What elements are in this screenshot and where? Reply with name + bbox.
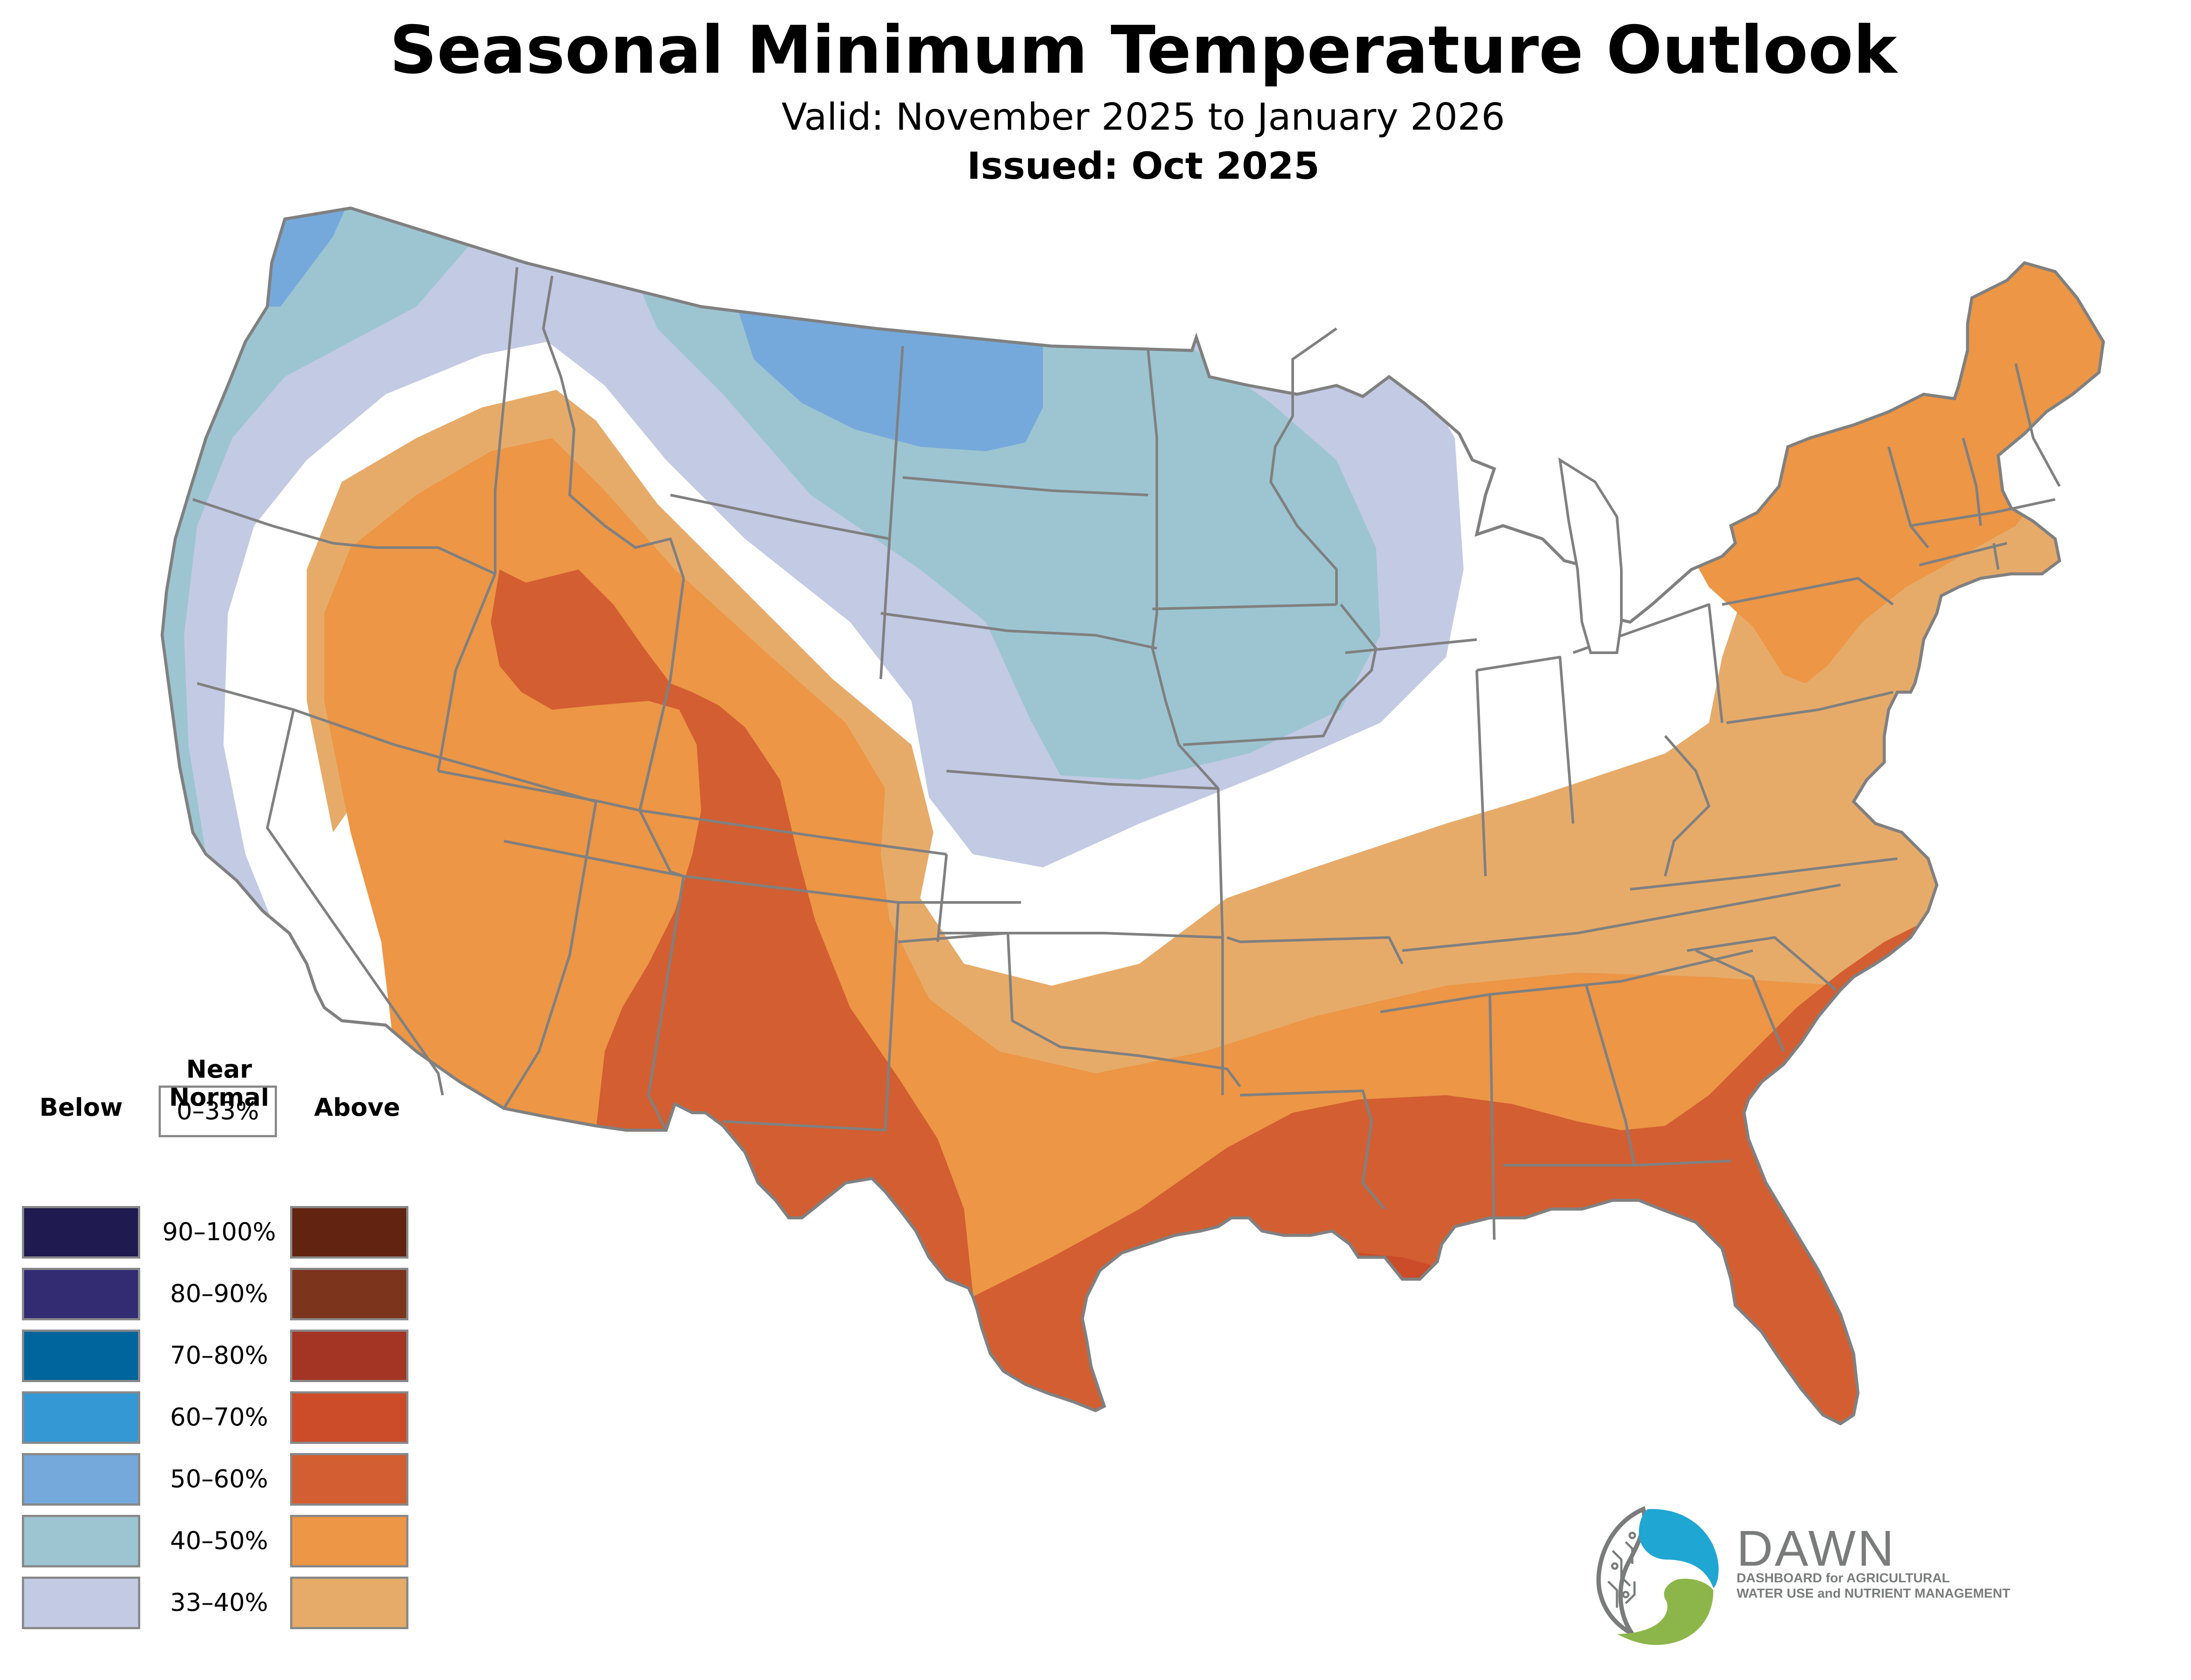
boundary-ar-la-ms xyxy=(1240,1089,1386,1210)
boundary-mn-wi xyxy=(1269,327,1338,605)
region-above-40-50-northeast xyxy=(1687,219,2103,683)
legend-swatch-above xyxy=(290,1206,408,1259)
boundary-pa-ny xyxy=(1722,577,1894,606)
boundary-in-oh xyxy=(1476,656,1574,824)
region-below-50-60-wa xyxy=(263,208,351,307)
boundary-mn-nd-sd-ia xyxy=(1147,350,1224,1095)
legend: Near Normal Below Above xyxy=(0,1051,438,1665)
boundary-tn-ms-al-ga xyxy=(1380,949,1753,1013)
boundary-nv-ut-az xyxy=(503,801,597,1109)
legend-swatch-above xyxy=(290,1515,408,1567)
legend-near-normal-heading-word: Near xyxy=(186,1055,252,1084)
map-title: Seasonal Minimum Temperature Outlook xyxy=(390,12,1897,88)
boundary-az-nm xyxy=(647,876,685,1131)
legend-range-label: 80–90% xyxy=(170,1280,268,1308)
valid-period: Valid: November 2025 to January 2026 xyxy=(781,95,1505,139)
legend-swatch-below xyxy=(22,1330,140,1382)
boundary-mo-ar xyxy=(1227,936,1404,965)
boundary-ne-ks xyxy=(946,770,1219,790)
logo-circuit-lines xyxy=(1607,1531,1636,1608)
boundary-ms-al xyxy=(1489,994,1496,1240)
dawn-logo xyxy=(1596,1506,1719,1645)
logo-tagline-line2: WATER USE and NUTRIENT MANAGEMENT xyxy=(1737,1586,2010,1601)
legend-range-label: 33–40% xyxy=(170,1588,268,1617)
legend-range-label: 90–100% xyxy=(162,1218,276,1246)
legend-swatch-below xyxy=(22,1391,140,1444)
legend-swatch-above xyxy=(290,1330,408,1382)
legend-swatch-above xyxy=(290,1453,408,1506)
legend-near-normal-swatch: 0–33% xyxy=(159,1086,277,1137)
boundary-co-ks xyxy=(936,854,948,942)
boundary-sd-ne xyxy=(880,612,1157,650)
boundary-mt-nd-sd xyxy=(879,346,904,679)
boundary-ca-nv xyxy=(266,709,444,1096)
legend-near-normal-heading-word: Normal xyxy=(169,1083,269,1112)
boundary-wy-co xyxy=(639,809,947,856)
boundary-or-ca-nv xyxy=(197,682,596,803)
legend-range-label: 50–60% xyxy=(170,1465,268,1493)
boundary-wv-va xyxy=(1664,735,1710,877)
boundary-wy-mt xyxy=(670,494,890,540)
boundary-va-nc xyxy=(1630,857,1898,891)
boundary-ky-tn xyxy=(1402,884,1841,952)
legend-swatch-above xyxy=(290,1268,408,1320)
legend-swatch-above xyxy=(290,1391,408,1444)
logo-blue-drop xyxy=(1639,1509,1719,1588)
legend-swatch-above xyxy=(290,1577,408,1629)
boundary-nh-me xyxy=(2014,363,2061,487)
logo-tagline-line1: DASHBOARD for AGRICULTURAL xyxy=(1737,1571,1950,1585)
boundary-ma-ct-ri xyxy=(1910,498,2056,570)
dawn-logo-mark xyxy=(1596,1506,1719,1645)
legend-below-heading: Below xyxy=(39,1093,123,1122)
legend-range-label: 40–50% xyxy=(170,1527,268,1555)
legend-swatch-below xyxy=(22,1206,140,1259)
state-boundaries xyxy=(192,267,2061,1240)
boundary-il-in xyxy=(1475,670,1487,877)
boundary-pa-md xyxy=(1726,691,1893,724)
boundary-mn-ia xyxy=(1152,603,1337,610)
legend-swatch-below xyxy=(22,1515,140,1567)
boundary-nm-tx xyxy=(723,902,900,1132)
boundary-ks-ok xyxy=(938,932,1223,939)
issued-date: Issued: Oct 2025 xyxy=(967,145,1320,188)
lake-michigan xyxy=(1558,457,1623,654)
legend-above-heading: Above xyxy=(314,1093,401,1122)
boundary-wa-id xyxy=(494,267,518,574)
boundary-or-id xyxy=(437,573,496,771)
logo-wordmark: DAWN xyxy=(1737,1521,1896,1577)
boundary-wi-il xyxy=(1345,638,1477,654)
boundary-vt-nh xyxy=(1962,438,1982,526)
legend-swatch-below xyxy=(22,1453,140,1506)
boundary-al-ga xyxy=(1585,985,1636,1166)
logo-green-leaf xyxy=(1617,1578,1713,1645)
legend-swatch-below xyxy=(22,1577,140,1629)
boundary-ut-az xyxy=(503,840,684,877)
boundary-id-mt xyxy=(542,276,685,579)
boundary-ga-fl xyxy=(1503,1160,1731,1167)
legend-near-normal-heading: Near Normal xyxy=(140,1056,298,1112)
boundary-wa-or xyxy=(192,498,496,575)
boundary-nc-sc xyxy=(1687,936,1837,991)
boundary-ia-mo-il xyxy=(1183,604,1377,746)
legend-range-label: 60–70% xyxy=(170,1403,268,1432)
boundary-nd-sd xyxy=(902,476,1149,496)
legend-range-label: 70–80% xyxy=(170,1341,268,1370)
boundary-ga-sc xyxy=(1695,949,1785,1052)
legend-swatch-below xyxy=(22,1268,140,1320)
